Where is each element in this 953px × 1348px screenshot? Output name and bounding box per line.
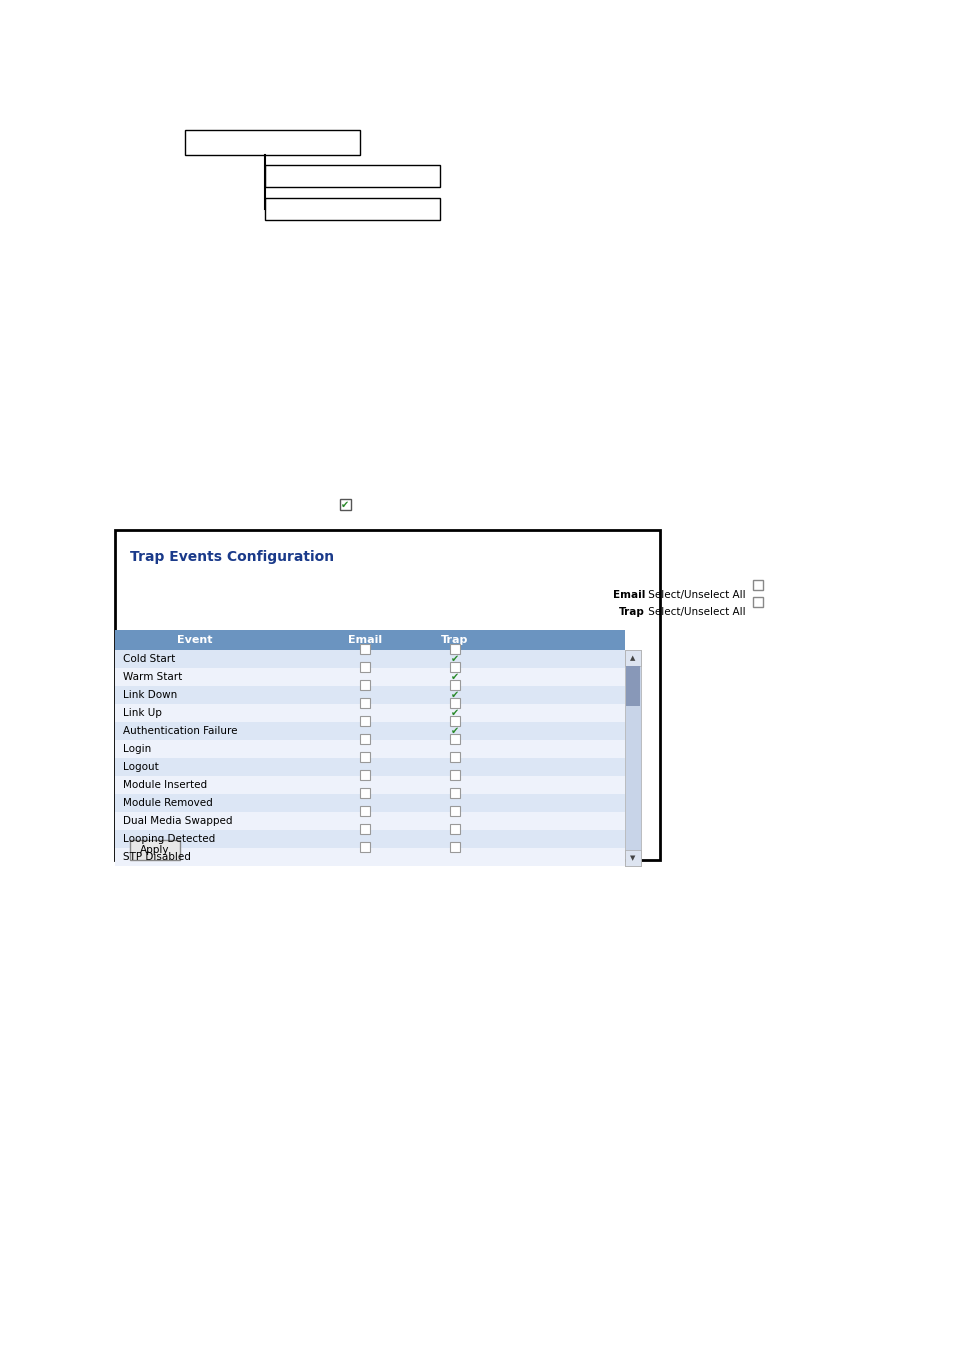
Text: Dual Media Swapped: Dual Media Swapped bbox=[123, 816, 233, 826]
Bar bbox=[624, 650, 640, 666]
Text: ▲: ▲ bbox=[630, 655, 635, 661]
Bar bbox=[359, 770, 370, 780]
Bar bbox=[115, 811, 624, 830]
Bar bbox=[450, 662, 459, 673]
Text: Link Up: Link Up bbox=[123, 708, 162, 718]
Text: Trap Events Configuration: Trap Events Configuration bbox=[130, 550, 334, 563]
Bar bbox=[115, 723, 624, 740]
Bar bbox=[115, 830, 624, 848]
Text: Trap: Trap bbox=[441, 635, 468, 644]
Text: Cold Start: Cold Start bbox=[123, 654, 175, 665]
Bar bbox=[115, 758, 624, 776]
Bar bbox=[359, 662, 370, 673]
Bar bbox=[339, 500, 350, 511]
Text: Logout: Logout bbox=[123, 762, 158, 772]
Bar bbox=[450, 698, 459, 708]
Bar bbox=[115, 704, 624, 723]
Bar bbox=[359, 716, 370, 727]
Bar bbox=[359, 806, 370, 816]
Text: ✔: ✔ bbox=[451, 690, 458, 700]
Bar bbox=[115, 530, 659, 860]
Bar bbox=[185, 129, 359, 155]
Text: Select/Unselect All: Select/Unselect All bbox=[644, 607, 745, 617]
Bar bbox=[450, 735, 459, 744]
Bar bbox=[450, 789, 459, 798]
Bar bbox=[450, 716, 459, 727]
Text: STP Disabled: STP Disabled bbox=[123, 852, 191, 861]
Bar bbox=[450, 752, 459, 762]
Text: ✔: ✔ bbox=[451, 708, 458, 718]
Bar bbox=[450, 842, 459, 852]
Bar bbox=[115, 776, 624, 794]
Bar bbox=[265, 164, 439, 187]
Bar bbox=[359, 789, 370, 798]
Text: ✔: ✔ bbox=[451, 727, 458, 736]
Bar bbox=[359, 644, 370, 654]
Bar bbox=[752, 597, 762, 607]
Bar bbox=[115, 669, 624, 686]
Text: Warm Start: Warm Start bbox=[123, 673, 182, 682]
Bar bbox=[115, 650, 624, 669]
Bar bbox=[359, 679, 370, 690]
Bar bbox=[624, 851, 640, 865]
Text: Looping Detected: Looping Detected bbox=[123, 834, 215, 844]
Text: Login: Login bbox=[123, 744, 152, 754]
Bar bbox=[265, 198, 439, 220]
Text: Module Inserted: Module Inserted bbox=[123, 780, 207, 790]
Text: Select/Unselect All: Select/Unselect All bbox=[644, 590, 745, 600]
Bar bbox=[359, 842, 370, 852]
Bar bbox=[359, 752, 370, 762]
Bar bbox=[115, 848, 624, 865]
Bar bbox=[115, 740, 624, 758]
Bar bbox=[625, 666, 639, 706]
Bar bbox=[450, 824, 459, 834]
Bar bbox=[450, 770, 459, 780]
Bar bbox=[450, 679, 459, 690]
Bar bbox=[359, 735, 370, 744]
Text: ▼: ▼ bbox=[630, 855, 635, 861]
Bar bbox=[115, 686, 624, 704]
Text: ✔: ✔ bbox=[451, 673, 458, 682]
Text: ✔: ✔ bbox=[340, 500, 349, 510]
Bar bbox=[115, 630, 624, 650]
Bar bbox=[450, 806, 459, 816]
Text: Event: Event bbox=[177, 635, 213, 644]
Text: Email: Email bbox=[612, 590, 644, 600]
Bar bbox=[130, 840, 180, 860]
Text: Email: Email bbox=[348, 635, 381, 644]
Text: Module Removed: Module Removed bbox=[123, 798, 213, 807]
Text: Trap: Trap bbox=[618, 607, 644, 617]
Text: Link Down: Link Down bbox=[123, 690, 177, 700]
Text: ✔: ✔ bbox=[451, 654, 458, 665]
Text: Apply: Apply bbox=[140, 845, 170, 855]
Text: Authentication Failure: Authentication Failure bbox=[123, 727, 237, 736]
Bar bbox=[450, 644, 459, 654]
Bar bbox=[752, 580, 762, 590]
Bar bbox=[624, 650, 640, 865]
Bar bbox=[359, 698, 370, 708]
Bar bbox=[359, 824, 370, 834]
Bar bbox=[115, 794, 624, 811]
